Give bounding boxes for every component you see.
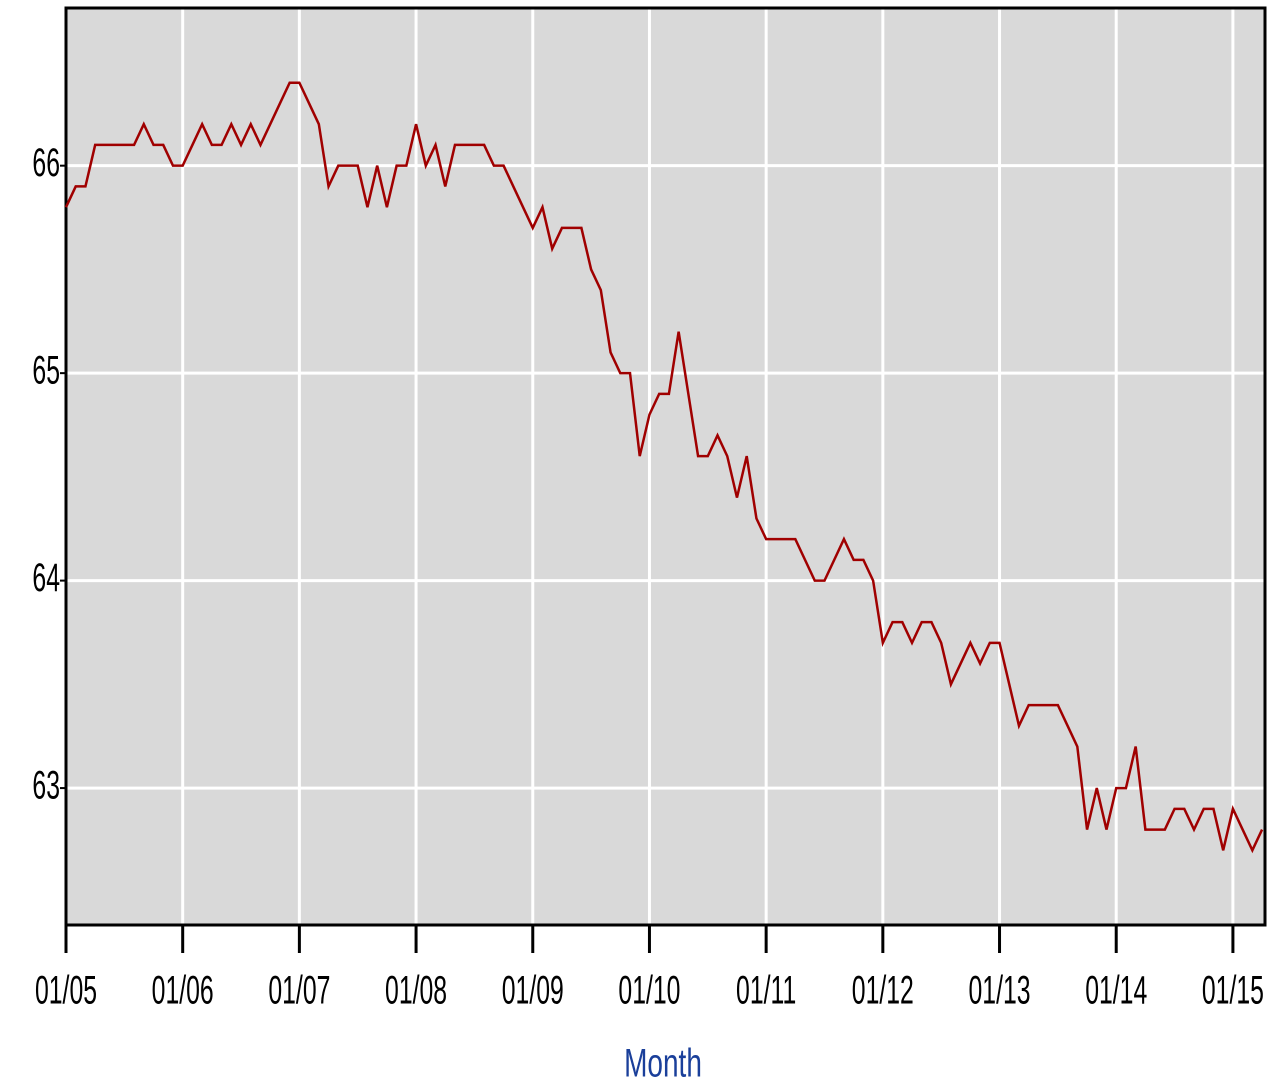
data-line [64,81,1264,854]
x-tick-label: 01/08 [385,969,447,1013]
x-tick-label: 01/12 [852,969,914,1013]
y-tick-label: 66 [32,141,60,185]
x-tick-label: 01/10 [618,969,680,1013]
x-tick-label: 01/05 [35,969,97,1013]
x-axis-label: Month [624,1042,702,1086]
x-tick-label: 01/13 [969,969,1031,1013]
plot-area [64,6,1267,927]
x-tick-label: 01/15 [1202,969,1264,1013]
x-tick-label: 01/09 [502,969,564,1013]
y-tick-label: 63 [32,764,60,808]
x-tick-label: 01/11 [736,969,796,1013]
y-tick-label: 64 [32,556,60,600]
x-tick-label: 01/06 [152,969,214,1013]
y-tick-label: 65 [32,349,60,393]
x-tick-label: 01/14 [1085,969,1147,1013]
plot-border [64,6,1267,927]
x-tick-label: 01/07 [268,969,330,1013]
